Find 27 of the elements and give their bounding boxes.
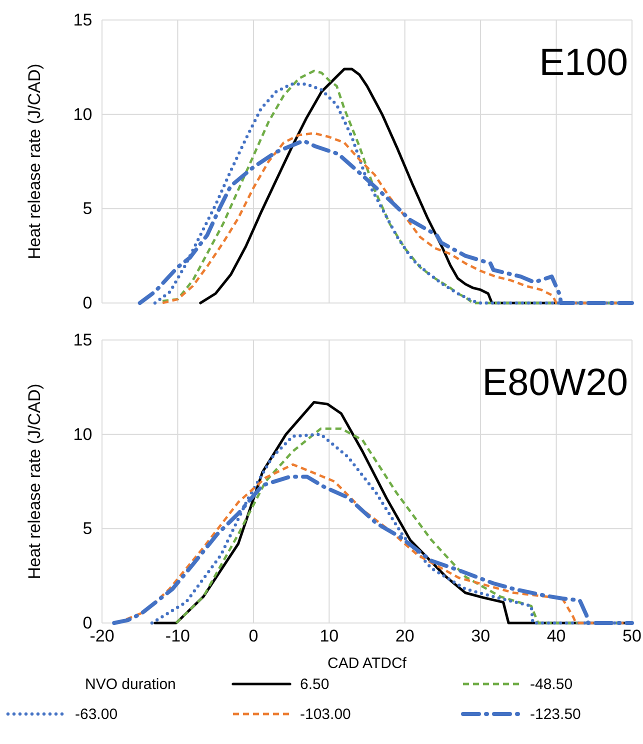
y-axis-title: Heat release rate (J/CAD) [25, 384, 44, 580]
x-tick-label: 0 [248, 626, 258, 646]
y-tick-label: 15 [73, 330, 92, 350]
y-tick-label: 15 [73, 10, 92, 30]
y-tick-label: 5 [82, 519, 92, 538]
x-tick-label: -20 [90, 626, 114, 646]
y-tick-label: 10 [73, 424, 92, 444]
legend-label: -103.00 [300, 706, 351, 723]
x-tick-label: 30 [471, 626, 490, 646]
legend-title: NVO duration [85, 676, 176, 693]
legend-label: -123.50 [530, 706, 581, 723]
y-tick-label: 5 [82, 199, 92, 218]
x-tick-label: 50 [622, 626, 642, 646]
x-axis-title: CAD ATDCf [328, 655, 408, 672]
y-axis-title: Heat release rate (J/CAD) [25, 64, 44, 260]
y-tick-label: 10 [73, 104, 92, 124]
x-tick-label: 40 [546, 626, 566, 646]
y-tick-label: 0 [82, 293, 92, 312]
x-tick-label: -10 [165, 626, 190, 646]
x-tick-label: 10 [320, 626, 339, 646]
y-tick-label: 0 [82, 613, 92, 632]
text: E100 [539, 42, 628, 84]
legend-label: -48.50 [530, 676, 573, 693]
text: E80W20 [482, 362, 628, 404]
legend-label: 6.50 [300, 676, 330, 693]
legend-label: -63.00 [75, 706, 118, 723]
x-tick-label: 20 [395, 626, 414, 646]
